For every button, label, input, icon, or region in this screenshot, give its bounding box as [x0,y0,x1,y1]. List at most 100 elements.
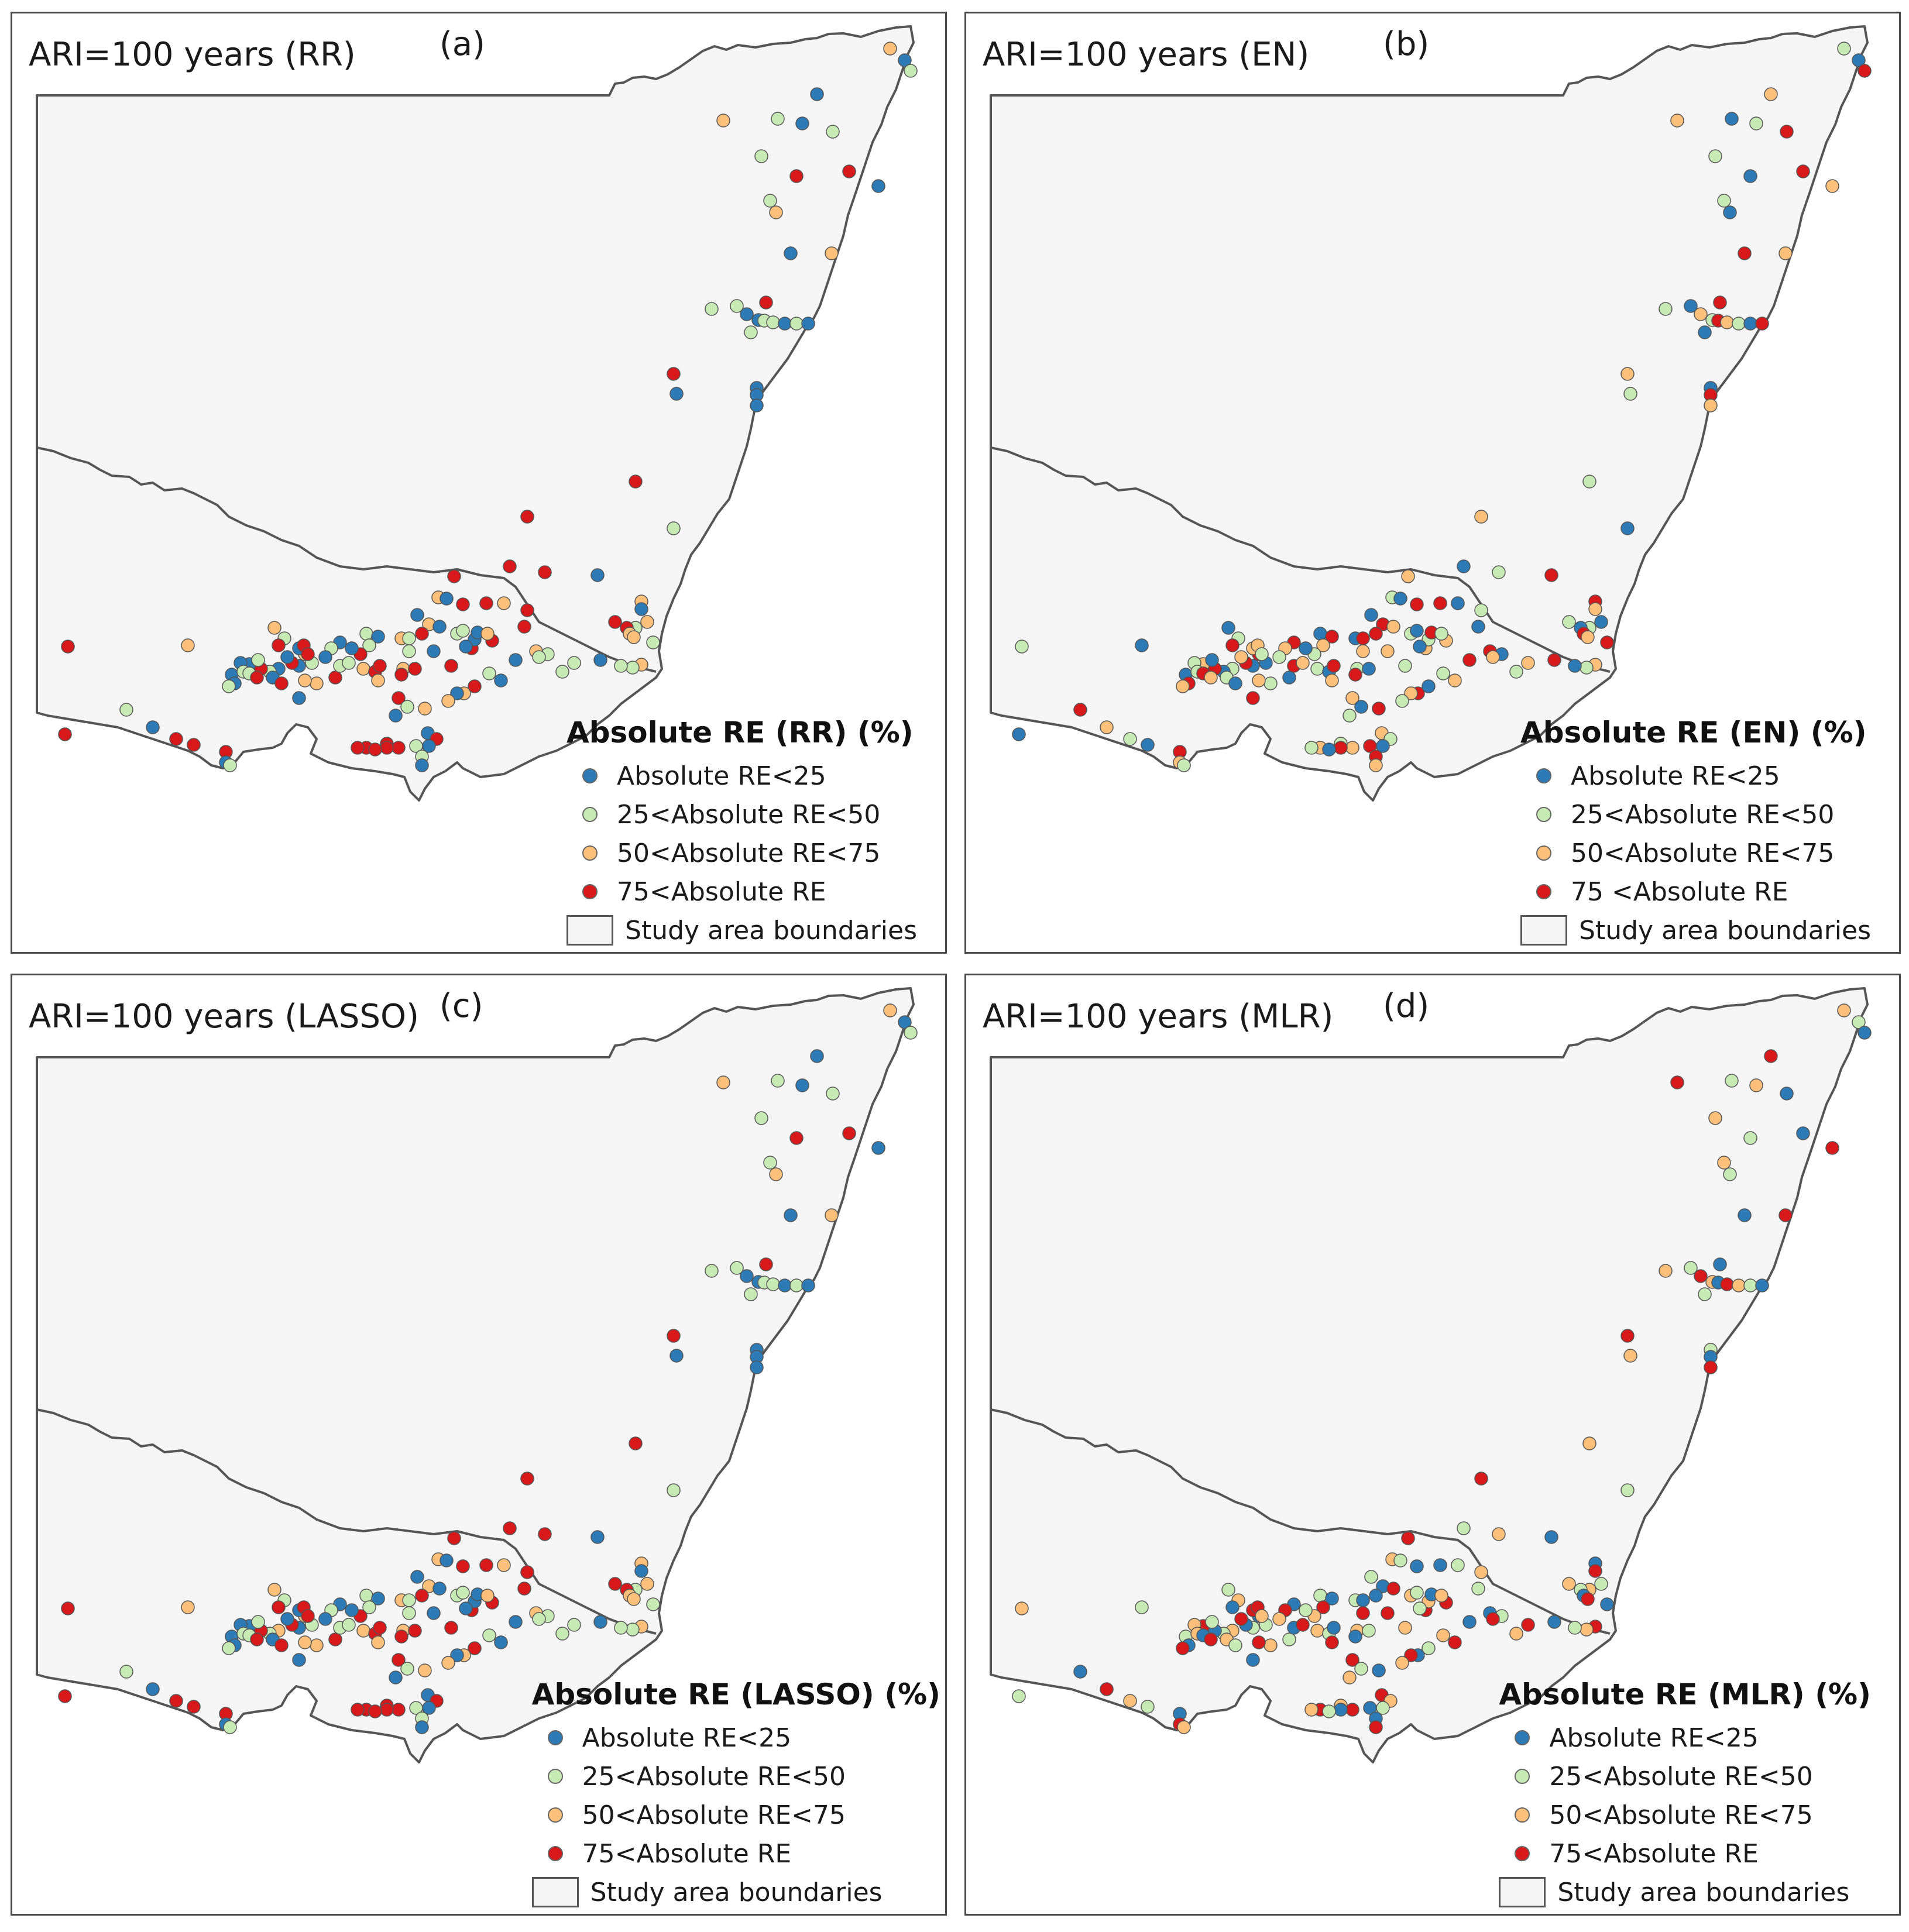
station-point [634,1564,648,1578]
station-point [1474,603,1488,617]
station-point [181,638,195,652]
station-point [1620,1329,1635,1343]
station-point [1404,1648,1418,1662]
station-point [1581,1592,1595,1606]
station-point [1436,1628,1450,1642]
map-panel-b: ARI=100 years (EN) (b) Absolute RE (EN) … [964,12,1901,954]
station-point [883,42,897,56]
station-point [1725,112,1739,126]
legend-item-boundary: Study area boundaries [1520,911,1871,950]
station-point [1356,1606,1370,1620]
station-point [1395,1656,1409,1670]
legend-label: 50<Absolute RE<75 [582,1800,846,1830]
station-point [1670,1075,1684,1089]
station-point [1345,691,1359,705]
station-point [1234,650,1248,664]
station-point [1594,1577,1608,1591]
station-point [328,671,342,685]
station-point [750,1360,764,1374]
legend-label: Absolute RE<25 [582,1723,792,1753]
station-point [871,179,885,193]
station-point [1474,1472,1488,1486]
station-point [627,1592,641,1606]
station-point [250,671,264,685]
legend-title: Absolute RE (EN) (%) [1520,716,1867,750]
station-point [1012,1689,1026,1703]
legend-dot-blue [582,768,598,783]
panel-title: ARI=100 years (EN) [983,36,1310,74]
station-point [371,1635,385,1649]
station-point [810,87,824,101]
station-point [479,1558,493,1572]
station-point [1471,620,1485,634]
station-point [1398,659,1412,673]
station-point [1135,1600,1149,1614]
station-point [1600,1597,1614,1611]
legend-label: 25<Absolute RE<50 [1571,799,1835,830]
station-point [1073,1665,1087,1679]
legend-item-boundary: Study area boundaries [531,1873,940,1912]
station-point [222,1641,236,1655]
legend-dot-blue [547,1730,563,1745]
legend-label: 75<Absolute RE [582,1838,792,1869]
station-point [759,295,773,310]
station-point [667,1329,681,1343]
station-point [292,1653,306,1667]
station-point [1796,1126,1810,1140]
boundary-swatch [1520,915,1568,946]
station-point [1474,510,1488,524]
station-point [784,246,798,260]
station-point [763,194,777,208]
station-point [447,569,461,583]
station-point [371,630,385,644]
station-point [373,1621,387,1635]
panel-title: ARI=100 years (RR) [29,36,356,74]
station-point [1345,1653,1359,1667]
station-point [351,1703,365,1717]
station-point [1362,662,1376,676]
station-point [1749,1078,1763,1092]
station-point [1486,1612,1500,1626]
station-point [1743,317,1757,331]
station-point [222,679,236,693]
station-point [517,1582,531,1596]
station-point [789,169,804,183]
station-point [400,700,414,714]
station-point [169,1694,183,1708]
station-point [1462,1615,1477,1629]
station-point [1381,1606,1395,1620]
station-point [1471,1582,1485,1596]
station-point [1395,694,1409,708]
station-point [362,638,376,652]
station-point [432,1582,447,1596]
station-point [1755,317,1769,331]
panel-label: (b) [1383,25,1430,63]
station-point [1713,1257,1727,1271]
station-point [825,1208,839,1222]
station-point [1474,1565,1488,1579]
station-point [1313,1589,1327,1603]
station-point [479,596,493,610]
legend-dot-red [582,884,598,899]
station-point [1177,758,1191,772]
station-point [567,1618,581,1632]
station-point [432,620,447,634]
station-point [1708,1111,1722,1125]
station-point [1780,1087,1794,1101]
station-point [1282,1632,1296,1646]
station-point [1764,1049,1778,1063]
station-point [389,1670,403,1685]
station-point [517,620,531,634]
station-point [766,315,780,329]
station-point [444,1621,458,1635]
station-point [1263,676,1278,690]
station-point [459,1601,473,1615]
station-point [590,1530,605,1544]
station-point [1316,1600,1330,1614]
station-point [1362,1624,1376,1638]
station-point [1704,398,1718,412]
station-point [1694,307,1708,321]
station-point [1723,205,1737,219]
legend-item-class-4: 75<Absolute RE [566,872,917,911]
station-point [371,673,385,687]
